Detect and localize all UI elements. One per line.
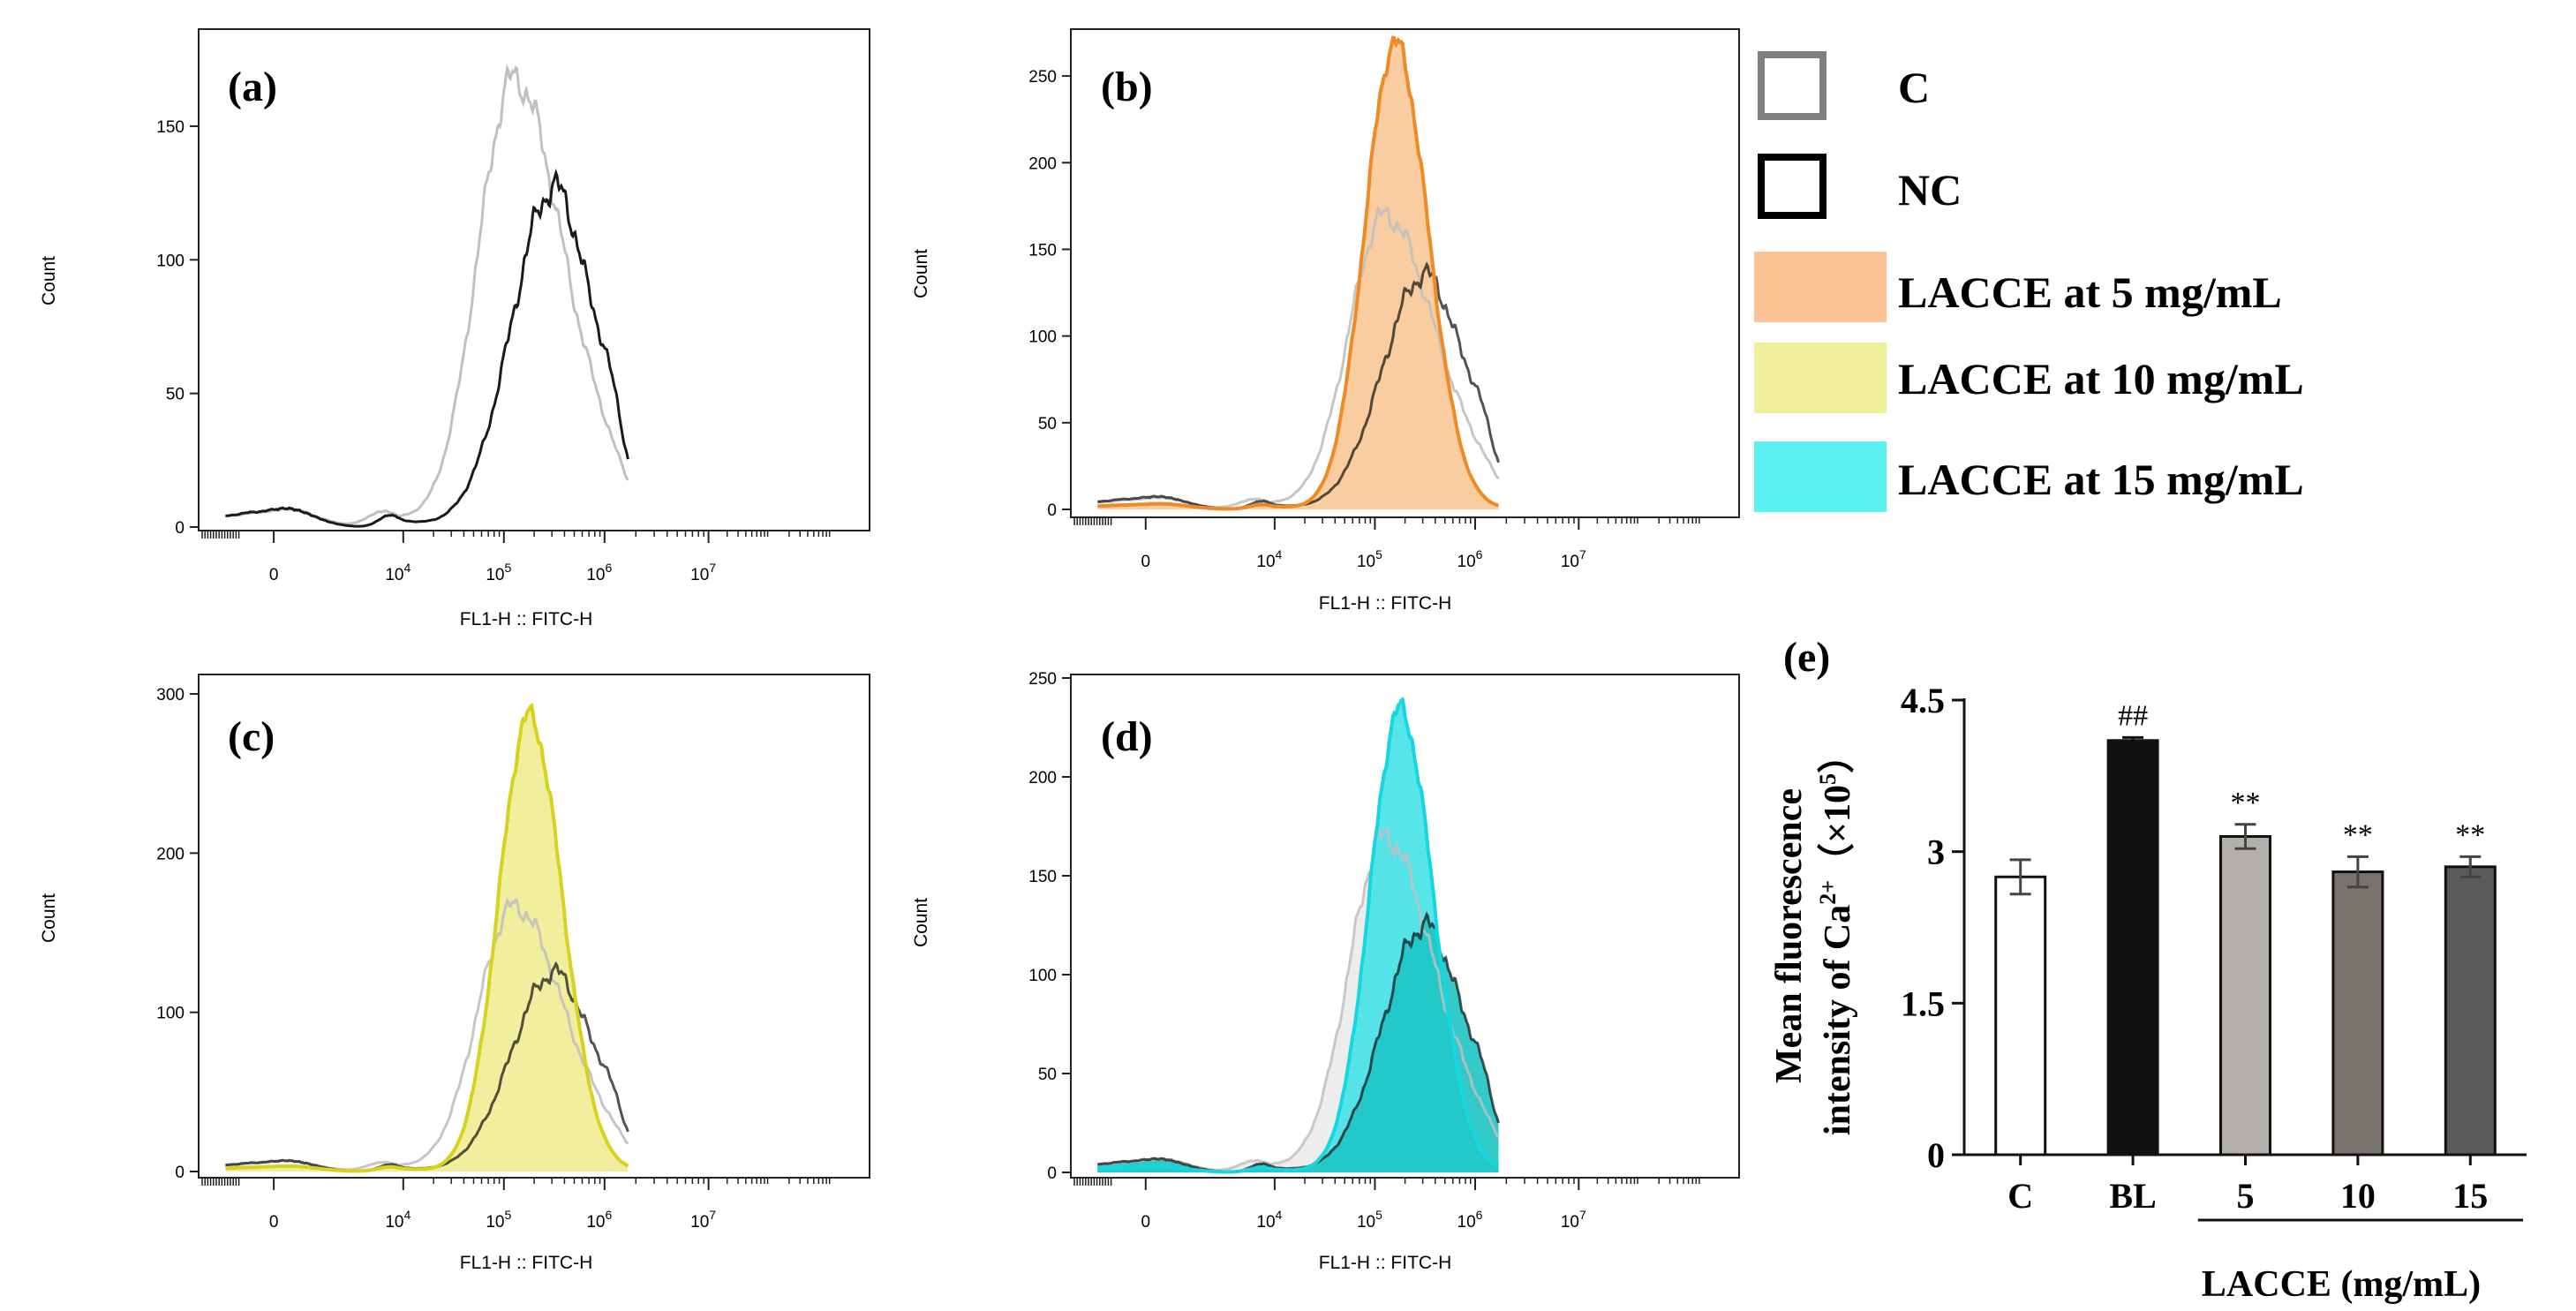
bar-BL: [2106, 739, 2159, 1157]
panel-label: (a): [228, 64, 277, 110]
y-title-unit: （×10: [1817, 785, 1858, 880]
y-axis-title: Count: [911, 898, 931, 947]
series-treatment-line: [1097, 35, 1500, 511]
x-tick-label: C: [2007, 1176, 2033, 1216]
y-title-unit-exponent: 5: [1815, 773, 1841, 785]
x-tick-label: 0: [269, 566, 279, 584]
legend-item-nc: NC: [1758, 154, 1962, 219]
y-tick-label: 150: [156, 118, 185, 137]
y-tick-label: 150: [1028, 241, 1057, 260]
x-axis-title: FL1-H :: FITC-H: [460, 609, 593, 629]
y-tick-label: 1.5: [1901, 983, 1945, 1023]
y-tick-label: 150: [1028, 868, 1057, 886]
legend: C NC LACCE at 5 mg/mL LACCE at 10 mg/mL …: [1754, 51, 2304, 512]
y-tick-label: 100: [156, 1005, 185, 1023]
y-axis-title-line2: intensity of Ca2+（×105）: [1815, 736, 1858, 1135]
legend-item-c: C: [1758, 51, 1930, 120]
y-tick-label: 0: [1047, 1164, 1057, 1183]
panel-label: (b): [1101, 64, 1153, 110]
x-axis-title: LACCE (mg/mL): [2202, 1264, 2481, 1305]
legend-swatch-15: [1754, 441, 1887, 512]
x-tick-label: 0: [1141, 553, 1150, 571]
x-tick-label: 0: [1141, 1213, 1150, 1232]
x-axis-title: FL1-H :: FITC-H: [1319, 593, 1452, 614]
y-tick-label: 300: [156, 686, 185, 704]
y-tick-label: 200: [1028, 769, 1057, 787]
y-tick-label: 250: [1028, 68, 1057, 87]
x-tick-label: 10: [2340, 1176, 2376, 1216]
y-title-text: intensity of Ca: [1818, 905, 1858, 1135]
histogram-panel-d: (d) Count FL1-H :: FITC-H 0 50 100 150 200 25…: [911, 670, 1740, 1273]
y-axis-title: Count: [911, 249, 931, 298]
x-tick-label: BL: [2109, 1176, 2156, 1216]
bar-5: [2219, 835, 2271, 1157]
y-tick-label: 200: [156, 845, 185, 863]
x-axis-title: FL1-H :: FITC-H: [460, 1253, 593, 1273]
legend-swatch-5: [1754, 252, 1887, 322]
panel-label: (e): [1783, 634, 1830, 681]
significance-mark: **: [2343, 818, 2373, 851]
panel-label: (c): [228, 713, 275, 760]
y-axis-title-line1: Mean fluorescence: [1769, 788, 1810, 1083]
y-tick-label: 0: [175, 1164, 185, 1182]
series-nc-fill: [1097, 914, 1499, 1172]
y-tick-label: 0: [175, 519, 185, 538]
x-axis-title: FL1-H :: FITC-H: [1319, 1253, 1452, 1273]
y-tick-label: 3: [1927, 833, 1945, 872]
legend-item-15: LACCE at 15 mg/mL: [1754, 441, 2304, 512]
series-nc-line: [225, 168, 629, 528]
y-tick-label: 50: [1038, 1066, 1057, 1084]
significance-mark: ##: [2118, 699, 2148, 732]
y-tick-label: 100: [1028, 967, 1057, 985]
x-tick-label: 5: [2237, 1176, 2255, 1216]
y-title-superscript: 2+: [1815, 880, 1841, 905]
significance-mark: **: [2455, 818, 2485, 851]
x-tick-label: 0: [269, 1213, 279, 1232]
legend-label: LACCE at 10 mg/mL: [1898, 354, 2304, 403]
legend-swatch-c: [1758, 51, 1827, 120]
y-tick-label: 250: [1028, 670, 1057, 689]
y-axis-title: Count: [39, 256, 59, 305]
y-tick-label: 50: [166, 386, 185, 404]
series-treatment-fill: [1097, 37, 1499, 509]
y-tick-label: 100: [156, 252, 185, 270]
significance-mark: **: [2231, 787, 2261, 819]
legend-swatch-nc: [1758, 154, 1827, 219]
y-tick-label: 50: [1038, 415, 1057, 433]
panel-label: (d): [1101, 713, 1153, 760]
bar-chart-panel-e: (e) Mean fluorescence intensity of Ca2+（…: [1769, 634, 2527, 1305]
legend-label: C: [1898, 63, 1930, 112]
series-treatment-fill: [225, 705, 629, 1172]
series-treatment-line: [225, 703, 629, 1173]
y-title-unit-close: ）: [1817, 736, 1858, 773]
y-tick-label: 200: [1028, 154, 1057, 173]
bar-C: [1994, 875, 2047, 1157]
y-tick-label: 4.5: [1901, 681, 1945, 720]
y-axis-title: Count: [39, 893, 59, 943]
legend-item-5: LACCE at 5 mg/mL: [1754, 252, 2282, 322]
series-treatment-line: [1097, 697, 1500, 1174]
y-tick-label: 0: [1927, 1135, 1945, 1175]
y-tick-label: 0: [1047, 501, 1057, 520]
bar-10: [2331, 870, 2384, 1157]
legend-label: LACCE at 15 mg/mL: [1898, 455, 2304, 504]
legend-label: NC: [1898, 165, 1962, 215]
legend-item-10: LACCE at 10 mg/mL: [1754, 343, 2304, 413]
bar-15: [2444, 865, 2497, 1157]
x-tick-label: 15: [2452, 1176, 2488, 1216]
legend-swatch-10: [1754, 343, 1887, 413]
y-tick-label: 100: [1028, 328, 1057, 347]
legend-label: LACCE at 5 mg/mL: [1898, 267, 2282, 317]
